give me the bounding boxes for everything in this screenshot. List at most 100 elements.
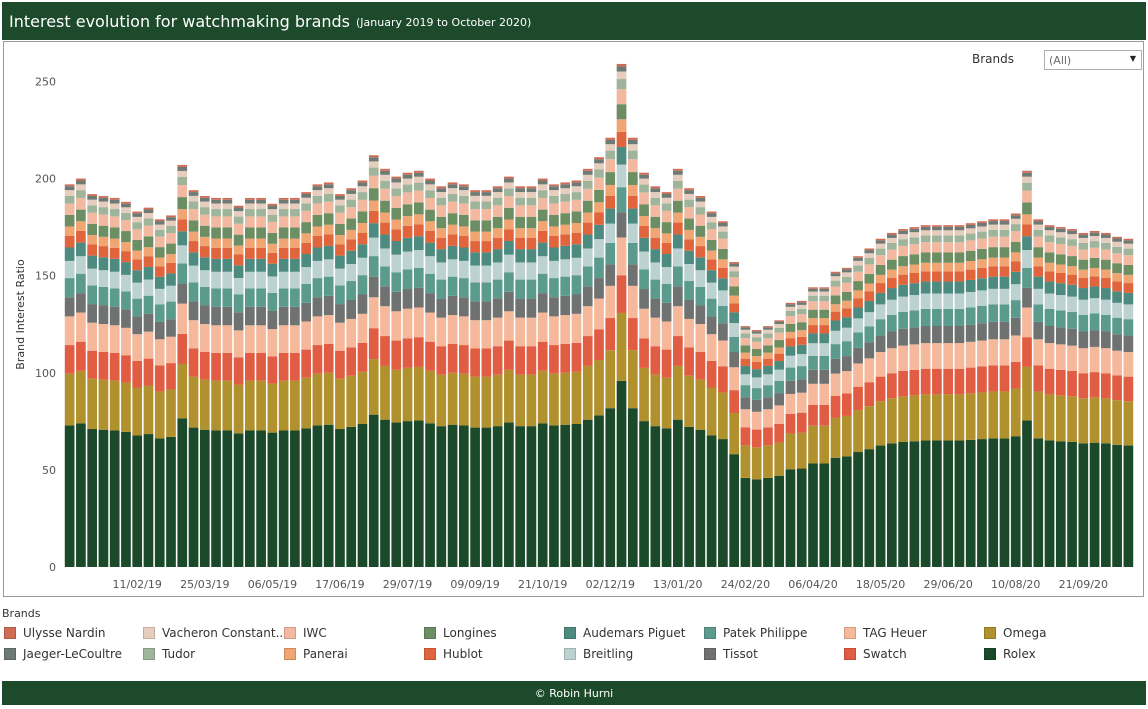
bar-segment-breitling[interactable] bbox=[751, 377, 762, 389]
bar-segment-patek-philippe[interactable] bbox=[290, 288, 300, 307]
bar-segment-breitling[interactable] bbox=[1101, 299, 1111, 315]
bar-segment-swatch[interactable] bbox=[594, 329, 604, 361]
bar-segment-panerai[interactable] bbox=[447, 224, 458, 235]
bar-segment-patek-philippe[interactable] bbox=[616, 187, 627, 213]
bar-segment-iwc[interactable] bbox=[256, 216, 266, 228]
bar-segment-audemars-piguet[interactable] bbox=[312, 247, 323, 261]
bar-segment-tudor[interactable] bbox=[256, 209, 266, 217]
legend-item-tudor[interactable]: Tudor bbox=[143, 647, 195, 661]
bar-segment-jaeger-lecoultre[interactable] bbox=[1044, 226, 1055, 231]
bar-segment-audemars-piguet[interactable] bbox=[988, 276, 999, 289]
bar-segment-hublot[interactable] bbox=[402, 225, 413, 238]
bar-segment-vacheron-constant[interactable] bbox=[87, 199, 97, 206]
bar-segment-tag-heuer[interactable] bbox=[1044, 343, 1055, 369]
bar-segment-tudor[interactable] bbox=[346, 199, 357, 208]
bar-segment-tag-heuer[interactable] bbox=[368, 297, 379, 329]
bar-segment-ulysse-nardin[interactable] bbox=[560, 182, 571, 185]
bar-segment-iwc[interactable] bbox=[368, 175, 379, 189]
bar-segment-ulysse-nardin[interactable] bbox=[639, 172, 649, 175]
legend-item-panerai[interactable]: Panerai bbox=[284, 647, 348, 661]
bar-segment-tissot[interactable] bbox=[875, 335, 886, 352]
bar-segment-breitling[interactable] bbox=[87, 268, 97, 286]
bar-segment-vacheron-constant[interactable] bbox=[684, 193, 694, 200]
bar-segment-breitling[interactable] bbox=[796, 354, 807, 367]
bar-segment-omega[interactable] bbox=[256, 380, 266, 431]
bar-segment-iwc[interactable] bbox=[1033, 236, 1044, 248]
bar-segment-audemars-piguet[interactable] bbox=[661, 253, 672, 268]
bar-segment-hublot[interactable] bbox=[391, 229, 402, 242]
bar-segment-patek-philippe[interactable] bbox=[943, 308, 953, 326]
bar-segment-vacheron-constant[interactable] bbox=[1101, 237, 1111, 243]
bar-segment-vacheron-constant[interactable] bbox=[470, 195, 480, 202]
bar-segment-swatch[interactable] bbox=[312, 345, 323, 374]
bar-segment-swatch[interactable] bbox=[796, 412, 807, 433]
bar-segment-tudor[interactable] bbox=[875, 248, 886, 256]
bar-segment-swatch[interactable] bbox=[368, 328, 379, 360]
bar-segment-jaeger-lecoultre[interactable] bbox=[898, 230, 908, 235]
bar-segment-breitling[interactable] bbox=[1112, 302, 1122, 318]
bar-segment-rolex[interactable] bbox=[571, 423, 582, 567]
bar-segment-tag-heuer[interactable] bbox=[582, 306, 593, 337]
bar-segment-audemars-piguet[interactable] bbox=[109, 258, 120, 272]
bar-segment-hublot[interactable] bbox=[887, 278, 897, 289]
bar-segment-breitling[interactable] bbox=[436, 262, 447, 280]
bar-segment-tag-heuer[interactable] bbox=[751, 411, 762, 430]
bar-segment-rolex[interactable] bbox=[965, 439, 976, 567]
bar-segment-ulysse-nardin[interactable] bbox=[109, 197, 120, 200]
bar-segment-tag-heuer[interactable] bbox=[357, 313, 368, 343]
bar-segment-swatch[interactable] bbox=[718, 366, 728, 393]
bar-segment-iwc[interactable] bbox=[1101, 249, 1111, 260]
bar-segment-panerai[interactable] bbox=[188, 231, 199, 242]
bar-segment-hublot[interactable] bbox=[470, 241, 480, 253]
bar-segment-panerai[interactable] bbox=[1078, 269, 1089, 279]
bar-segment-breitling[interactable] bbox=[763, 374, 773, 386]
bar-segment-longines[interactable] bbox=[695, 225, 706, 237]
bar-segment-jaeger-lecoultre[interactable] bbox=[571, 182, 582, 187]
bar-segment-swatch[interactable] bbox=[887, 373, 897, 399]
bar-segment-tissot[interactable] bbox=[977, 323, 987, 341]
bar-segment-rolex[interactable] bbox=[999, 438, 1010, 567]
bar-segment-tudor[interactable] bbox=[143, 218, 154, 226]
bar-segment-omega[interactable] bbox=[211, 380, 221, 431]
bar-segment-iwc[interactable] bbox=[875, 255, 886, 266]
bar-segment-longines[interactable] bbox=[1123, 265, 1134, 275]
legend-item-ulysse-nardin[interactable]: Ulysse Nardin bbox=[4, 626, 106, 640]
bar-segment-rolex[interactable] bbox=[1089, 442, 1100, 567]
bar-segment-jaeger-lecoultre[interactable] bbox=[492, 188, 503, 193]
bar-segment-rolex[interactable] bbox=[154, 438, 165, 567]
bar-segment-tudor[interactable] bbox=[526, 197, 537, 206]
bar-segment-hublot[interactable] bbox=[447, 234, 458, 246]
bar-segment-omega[interactable] bbox=[841, 415, 852, 457]
bar-segment-audemars-piguet[interactable] bbox=[965, 279, 976, 292]
bar-segment-iwc[interactable] bbox=[98, 214, 109, 226]
bar-segment-omega[interactable] bbox=[154, 391, 165, 439]
bar-segment-tudor[interactable] bbox=[661, 203, 672, 211]
bar-segment-omega[interactable] bbox=[492, 374, 503, 427]
bar-segment-panerai[interactable] bbox=[616, 119, 627, 132]
bar-segment-vacheron-constant[interactable] bbox=[402, 178, 413, 185]
bar-segment-tudor[interactable] bbox=[245, 209, 255, 217]
bar-segment-hublot[interactable] bbox=[729, 303, 739, 313]
bar-segment-rolex[interactable] bbox=[1112, 444, 1122, 567]
bar-segment-patek-philippe[interactable] bbox=[549, 278, 559, 298]
bar-segment-tissot[interactable] bbox=[98, 305, 109, 325]
bar-segment-tag-heuer[interactable] bbox=[64, 316, 75, 346]
bar-segment-panerai[interactable] bbox=[650, 228, 661, 238]
bar-segment-tudor[interactable] bbox=[965, 233, 976, 241]
bar-segment-patek-philippe[interactable] bbox=[1010, 300, 1021, 318]
bar-segment-iwc[interactable] bbox=[729, 277, 739, 287]
bar-segment-iwc[interactable] bbox=[515, 205, 525, 217]
bar-segment-breitling[interactable] bbox=[627, 223, 638, 243]
bar-segment-vacheron-constant[interactable] bbox=[1123, 243, 1134, 249]
bar-segment-hublot[interactable] bbox=[245, 247, 255, 259]
bar-segment-tag-heuer[interactable] bbox=[909, 344, 920, 370]
bar-segment-tudor[interactable] bbox=[1078, 242, 1089, 250]
bar-segment-omega[interactable] bbox=[1044, 394, 1055, 441]
bar-segment-longines[interactable] bbox=[841, 291, 852, 301]
bar-segment-breitling[interactable] bbox=[875, 304, 886, 320]
bar-segment-longines[interactable] bbox=[898, 256, 908, 267]
bar-segment-audemars-piguet[interactable] bbox=[154, 276, 165, 289]
bar-segment-tissot[interactable] bbox=[909, 327, 920, 345]
bar-segment-tag-heuer[interactable] bbox=[177, 303, 188, 334]
bar-segment-hublot[interactable] bbox=[267, 252, 278, 264]
